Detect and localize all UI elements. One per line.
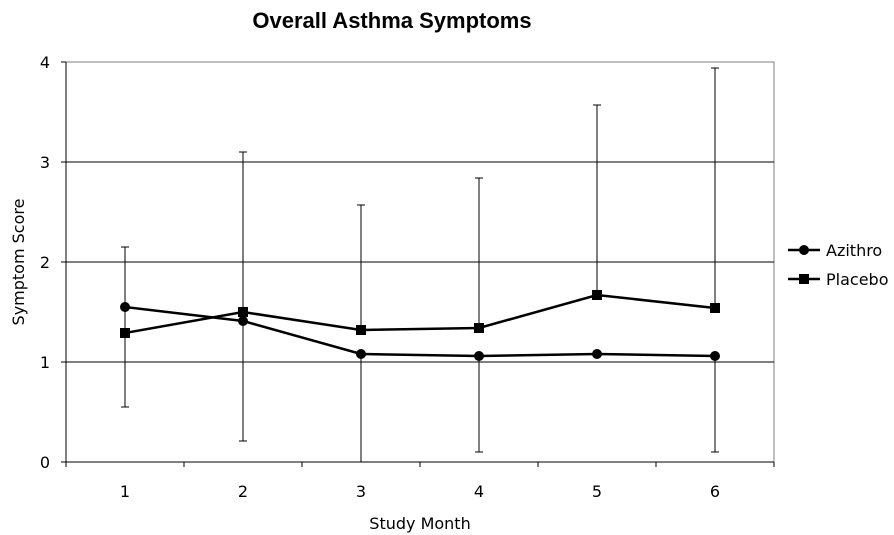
azithro-point — [474, 351, 484, 361]
azithro-point — [592, 349, 602, 359]
x-axis: 1 2 3 4 5 6 — [65, 461, 775, 501]
placebo-point — [356, 325, 366, 335]
series-line-placebo — [124, 293, 716, 335]
y-tick-label: 4 — [40, 53, 50, 72]
placebo-point — [474, 323, 484, 333]
x-tick-label: 2 — [238, 482, 248, 501]
legend-label: Azithro — [826, 241, 882, 260]
y-tick-label: 3 — [40, 153, 50, 172]
azithro-point — [356, 349, 366, 359]
x-tick-label: 5 — [592, 482, 602, 501]
legend-marker — [799, 274, 809, 284]
y-tick-label: 0 — [40, 453, 50, 472]
placebo-point — [592, 290, 602, 300]
error-bars — [121, 67, 719, 463]
placebo-point — [120, 328, 130, 338]
plot-area — [65, 61, 775, 463]
placebo-point — [710, 303, 720, 313]
x-tick-label: 1 — [120, 482, 130, 501]
legend: Azithro Placebo — [788, 241, 888, 289]
azithro-point — [238, 316, 248, 326]
y-axis-label: Symptom Score — [9, 199, 28, 326]
x-tick-label: 4 — [474, 482, 484, 501]
legend-label: Placebo — [826, 270, 888, 289]
placebo-point — [238, 307, 248, 317]
azithro-point — [710, 351, 720, 361]
series-lines — [124, 293, 716, 358]
x-tick-label: 6 — [710, 482, 720, 501]
series-line-azithro — [124, 305, 716, 358]
x-tick-label: 3 — [356, 482, 366, 501]
legend-marker — [799, 245, 809, 255]
azithro-point — [120, 302, 130, 312]
markers — [120, 290, 720, 361]
chart-title: Overall Asthma Symptoms — [252, 8, 531, 33]
y-axis: 0 1 2 3 4 — [40, 53, 67, 472]
x-axis-label: Study Month — [369, 514, 470, 533]
gridlines — [66, 161, 774, 363]
y-tick-label: 1 — [40, 353, 50, 372]
y-tick-label: 2 — [40, 253, 50, 272]
